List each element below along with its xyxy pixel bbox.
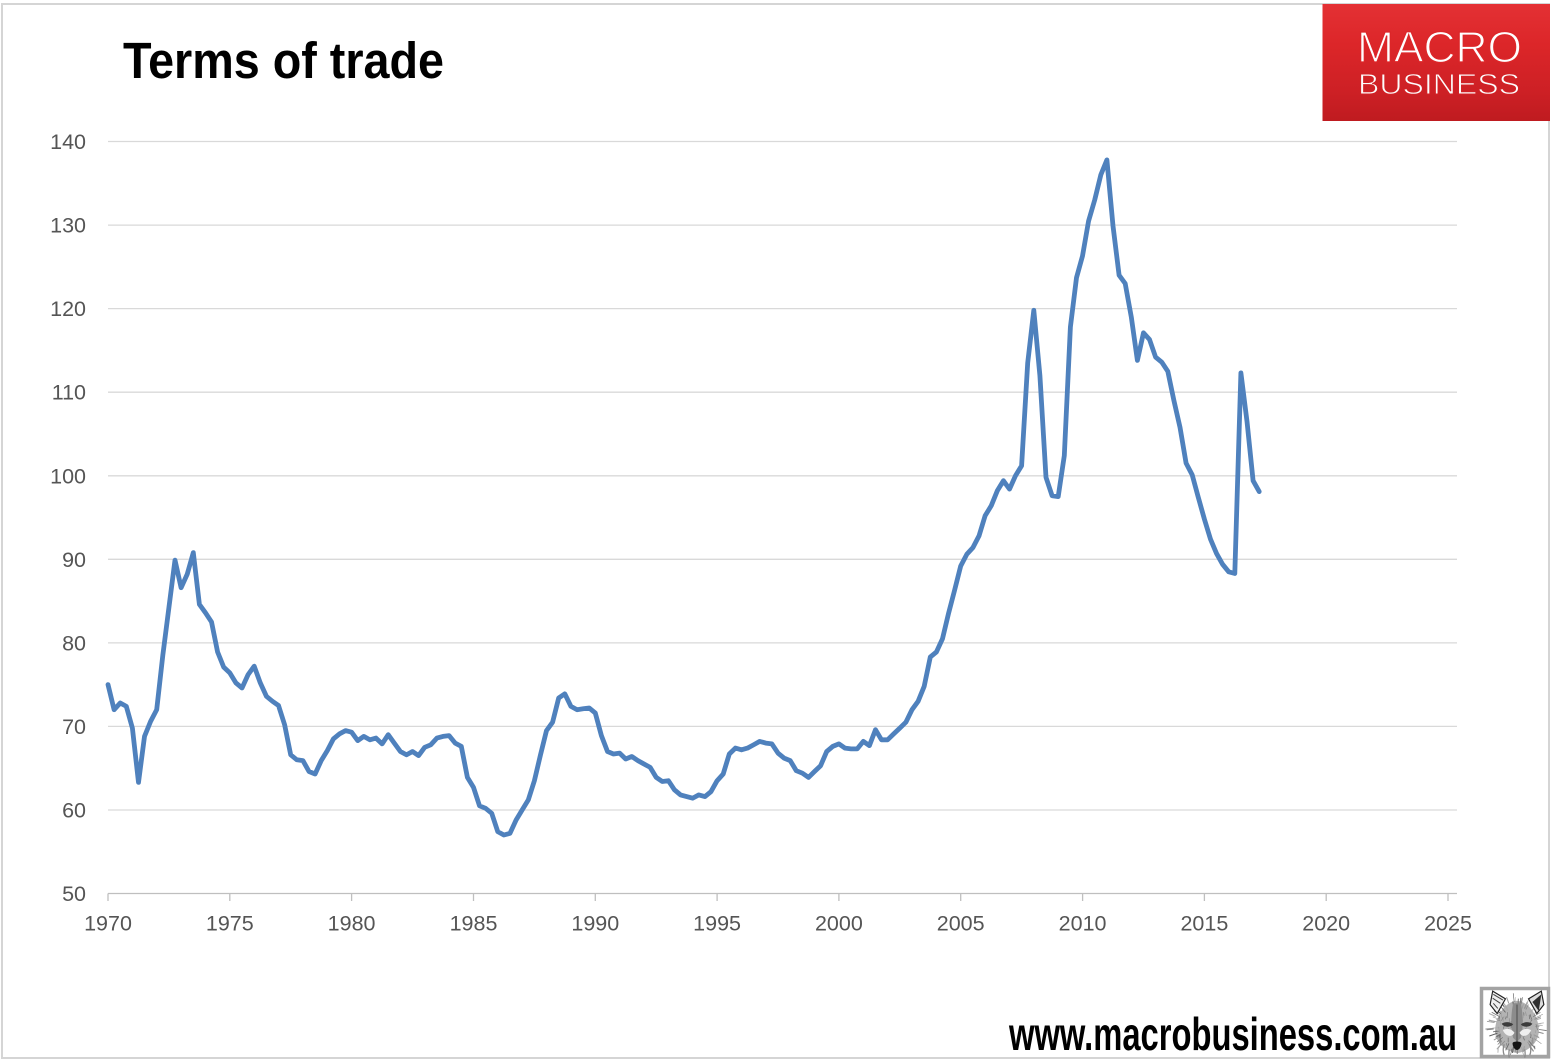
svg-text:1970: 1970 (84, 912, 132, 936)
svg-text:www.macrobusiness.com.au: www.macrobusiness.com.au (1008, 1008, 1457, 1060)
svg-text:1980: 1980 (328, 912, 376, 936)
svg-text:130: 130 (50, 214, 86, 238)
svg-text:120: 120 (50, 297, 86, 321)
svg-text:1990: 1990 (571, 912, 619, 936)
svg-text:1995: 1995 (693, 912, 741, 936)
svg-text:2020: 2020 (1302, 912, 1350, 936)
svg-text:100: 100 (50, 464, 86, 488)
svg-text:BUSINESS: BUSINESS (1358, 69, 1520, 101)
svg-text:2000: 2000 (815, 912, 863, 936)
svg-text:2005: 2005 (937, 912, 985, 936)
svg-text:80: 80 (62, 631, 86, 655)
svg-text:60: 60 (62, 799, 86, 823)
svg-text:1985: 1985 (450, 912, 498, 936)
svg-text:90: 90 (62, 548, 86, 572)
svg-text:70: 70 (62, 715, 86, 739)
svg-text:50: 50 (62, 882, 86, 906)
svg-text:MACRO: MACRO (1357, 23, 1522, 72)
svg-text:2025: 2025 (1424, 912, 1472, 936)
svg-text:2010: 2010 (1059, 912, 1107, 936)
svg-text:110: 110 (52, 381, 86, 405)
svg-text:140: 140 (50, 130, 86, 154)
svg-text:Terms of trade: Terms of trade (123, 32, 444, 89)
svg-text:1975: 1975 (206, 912, 254, 936)
svg-text:2015: 2015 (1180, 912, 1228, 936)
